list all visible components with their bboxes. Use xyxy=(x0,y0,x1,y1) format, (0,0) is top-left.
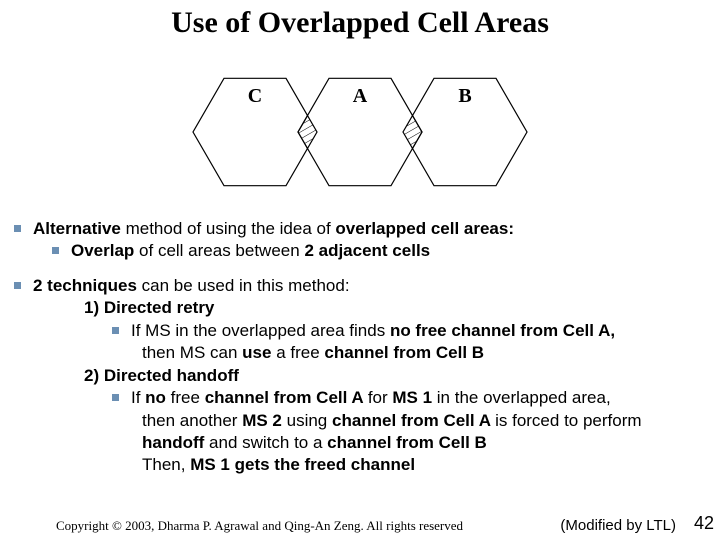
bullet-icon xyxy=(14,225,21,232)
hex-label-a: A xyxy=(353,85,368,107)
bullet-text: handoff and switch to a channel from Cel… xyxy=(142,432,487,454)
list-item: then MS can use a free channel from Cell… xyxy=(142,342,706,364)
list-item: 2 techniques can be used in this method: xyxy=(14,275,706,297)
bullet-text: 2) Directed handoff xyxy=(84,365,239,387)
hex-diagram: C A B xyxy=(160,62,560,202)
list-item: If no free channel from Cell A for MS 1 … xyxy=(112,387,706,409)
bullet-text: If MS in the overlapped area finds no fr… xyxy=(131,320,615,342)
list-item: If MS in the overlapped area finds no fr… xyxy=(112,320,706,342)
bullet-icon xyxy=(112,394,119,401)
list-item: then another MS 2 using channel from Cel… xyxy=(142,410,706,432)
bullet-icon xyxy=(52,247,59,254)
list-item: 1) Directed retry xyxy=(84,297,706,319)
slide: Use of Overlapped Cell Areas xyxy=(0,0,720,540)
page-number: 42 xyxy=(694,513,714,534)
page-title: Use of Overlapped Cell Areas xyxy=(0,6,720,40)
bullet-list: Alternative method of using the idea of … xyxy=(14,218,706,477)
bullet-text: Alternative method of using the idea of … xyxy=(33,218,514,240)
bullet-text: Overlap of cell areas between 2 adjacent… xyxy=(71,240,430,262)
bullet-text: If no free channel from Cell A for MS 1 … xyxy=(131,387,611,409)
list-item: Overlap of cell areas between 2 adjacent… xyxy=(52,240,706,262)
copyright-text: Copyright © 2003, Dharma P. Agrawal and … xyxy=(56,518,463,534)
bullet-text: then MS can use a free channel from Cell… xyxy=(142,342,484,364)
list-item: 2) Directed handoff xyxy=(84,365,706,387)
bullet-text: 2 techniques can be used in this method: xyxy=(33,275,350,297)
modified-by-text: (Modified by LTL) xyxy=(560,517,676,534)
hex-label-b: B xyxy=(458,85,471,107)
list-item: Alternative method of using the idea of … xyxy=(14,218,706,240)
bullet-icon xyxy=(112,327,119,334)
list-item: handoff and switch to a channel from Cel… xyxy=(142,432,706,454)
bullet-text: Then, MS 1 gets the freed channel xyxy=(142,454,415,476)
bullet-icon xyxy=(14,282,21,289)
bullet-text: 1) Directed retry xyxy=(84,297,214,319)
bullet-text: then another MS 2 using channel from Cel… xyxy=(142,410,642,432)
hex-label-c: C xyxy=(248,85,262,107)
list-item: Then, MS 1 gets the freed channel xyxy=(142,454,706,476)
